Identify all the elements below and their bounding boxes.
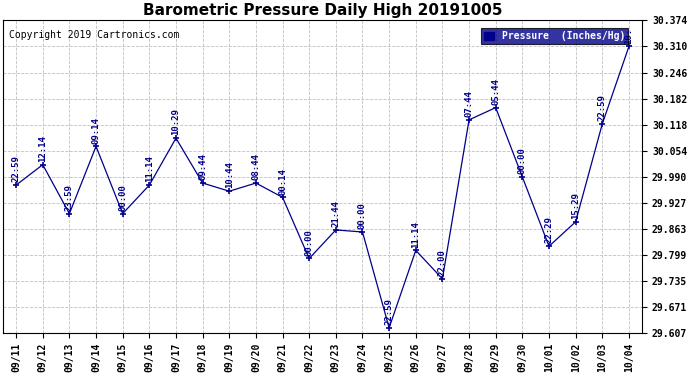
Text: 08:44: 08:44 <box>251 153 260 180</box>
Text: 22:29: 22:29 <box>544 217 553 243</box>
Text: 00:00: 00:00 <box>518 147 527 174</box>
Text: 11:14: 11:14 <box>145 155 154 182</box>
Text: 22:59: 22:59 <box>598 94 607 121</box>
Text: 23:59: 23:59 <box>65 184 74 211</box>
Text: 12:14: 12:14 <box>38 135 47 162</box>
Text: 09:14: 09:14 <box>92 117 101 144</box>
Text: 22:00: 22:00 <box>438 249 447 276</box>
Text: 00:00: 00:00 <box>305 229 314 256</box>
Text: 22:59: 22:59 <box>12 155 21 182</box>
Text: 15:29: 15:29 <box>571 192 580 219</box>
Text: Copyright 2019 Cartronics.com: Copyright 2019 Cartronics.com <box>9 30 179 40</box>
Text: 22:59: 22:59 <box>384 298 393 325</box>
Legend: Pressure  (Inches/Hg): Pressure (Inches/Hg) <box>481 28 628 44</box>
Text: 11:14: 11:14 <box>411 220 420 248</box>
Text: 10:: 10: <box>624 27 633 44</box>
Text: 00:14: 00:14 <box>278 168 287 195</box>
Text: 00:00: 00:00 <box>118 184 127 211</box>
Text: 00:00: 00:00 <box>358 202 367 229</box>
Text: 21:44: 21:44 <box>331 200 340 227</box>
Text: 09:44: 09:44 <box>198 153 207 180</box>
Text: 10:29: 10:29 <box>172 108 181 135</box>
Text: 07:44: 07:44 <box>464 90 473 117</box>
Text: 05:44: 05:44 <box>491 78 500 105</box>
Text: 10:44: 10:44 <box>225 162 234 188</box>
Title: Barometric Pressure Daily High 20191005: Barometric Pressure Daily High 20191005 <box>143 3 502 18</box>
